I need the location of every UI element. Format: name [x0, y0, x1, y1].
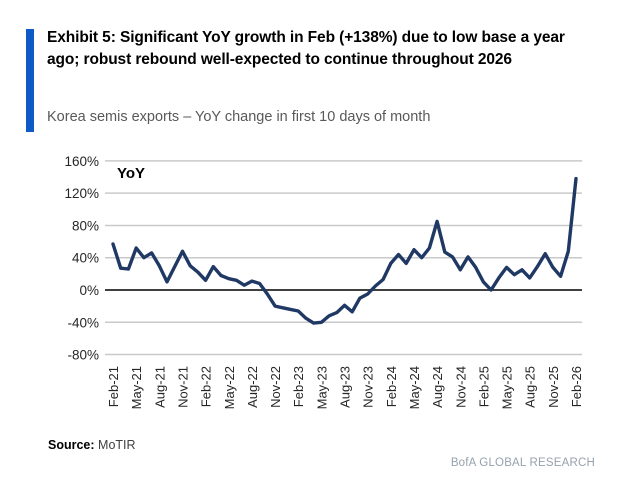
- x-axis-tick-label: Nov-25: [546, 366, 561, 408]
- y-axis-tick-label: 0%: [79, 283, 99, 298]
- x-axis-tick-label: Nov-21: [175, 366, 190, 408]
- x-axis-tick-label: Aug-24: [430, 366, 445, 408]
- x-axis-tick-label: Nov-23: [361, 366, 376, 408]
- y-axis-tick-label: 120%: [64, 186, 99, 201]
- x-axis-tick-label: Feb-23: [291, 366, 306, 407]
- x-axis-tick-label: May-23: [314, 366, 329, 409]
- x-axis-tick-label: May-24: [407, 366, 422, 409]
- y-axis-tick-label: 80%: [72, 218, 99, 233]
- x-axis-tick-label: May-25: [500, 366, 515, 409]
- yoy-series-line: [111, 176, 578, 325]
- series-label: YoY: [117, 165, 146, 182]
- y-axis-tick-label: -80%: [67, 348, 99, 363]
- x-axis-tick-label: Feb-22: [199, 366, 214, 407]
- y-axis-tick-label: -40%: [67, 315, 99, 330]
- x-axis-tick-label: Aug-21: [152, 366, 167, 408]
- x-axis-tick-label: Feb-21: [106, 366, 121, 407]
- x-axis-tick-label: Aug-22: [245, 366, 260, 408]
- y-axis-tick-label: 40%: [72, 251, 99, 266]
- x-axis-tick-label: Nov-24: [453, 366, 468, 408]
- source-note: Source: MoTIR: [48, 438, 136, 452]
- x-axis-tick-label: Aug-25: [523, 366, 538, 408]
- exhibit-title: Exhibit 5: Significant YoY growth in Feb…: [47, 29, 565, 68]
- y-axis-tick-label: 160%: [64, 154, 99, 169]
- x-axis-tick-label: Feb-25: [476, 366, 491, 407]
- exhibit-accent-bar: [26, 29, 34, 132]
- x-axis-tick-label: May-21: [129, 366, 144, 409]
- source-value: MoTIR: [98, 438, 136, 452]
- exhibit-subtitle: Korea semis exports – YoY change in firs…: [47, 109, 431, 125]
- source-label: Source:: [48, 438, 95, 452]
- x-axis-tick-label: Feb-26: [569, 366, 584, 407]
- x-axis-tick-label: May-22: [222, 366, 237, 409]
- brand-mark: BofA GLOBAL RESEARCH: [450, 457, 595, 469]
- x-axis-tick-label: Aug-23: [338, 366, 353, 408]
- x-axis-tick-label: Feb-24: [384, 366, 399, 407]
- x-axis-tick-label: Nov-22: [268, 366, 283, 408]
